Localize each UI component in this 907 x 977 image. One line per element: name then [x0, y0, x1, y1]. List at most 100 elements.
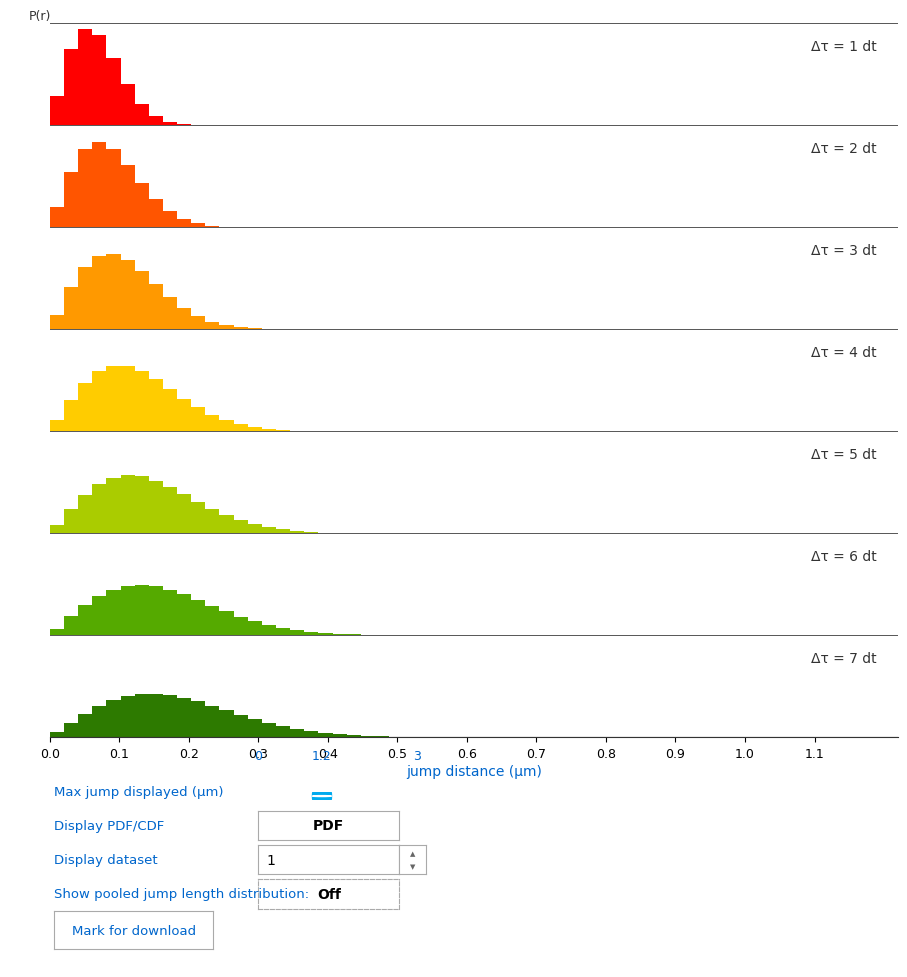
Bar: [106, 701, 121, 738]
Bar: [64, 288, 78, 330]
Bar: [219, 612, 234, 636]
Bar: [64, 401, 78, 432]
Text: Display dataset: Display dataset: [54, 853, 158, 867]
Bar: [149, 199, 163, 229]
Bar: [163, 696, 177, 738]
Bar: [50, 208, 64, 229]
Text: Δτ = 4 dt: Δτ = 4 dt: [812, 346, 877, 360]
Bar: [135, 105, 149, 126]
Bar: [262, 430, 276, 432]
Bar: [106, 590, 121, 636]
Bar: [149, 380, 163, 432]
Bar: [234, 715, 248, 738]
Text: Δτ = 7 dt: Δτ = 7 dt: [812, 651, 877, 665]
Text: Δτ = 1 dt: Δτ = 1 dt: [812, 40, 877, 54]
Bar: [219, 421, 234, 432]
Bar: [149, 481, 163, 533]
Bar: [333, 634, 346, 636]
Bar: [50, 629, 64, 636]
Bar: [346, 736, 361, 738]
Text: Δτ = 2 dt: Δτ = 2 dt: [812, 142, 877, 155]
Bar: [149, 117, 163, 126]
Bar: [121, 165, 135, 229]
Text: Off: Off: [317, 887, 341, 901]
Bar: [191, 408, 205, 432]
Text: Show pooled jump length distribution:: Show pooled jump length distribution:: [54, 887, 309, 901]
Bar: [276, 431, 290, 432]
Bar: [234, 616, 248, 636]
Bar: [177, 309, 191, 330]
Bar: [50, 316, 64, 330]
Text: Δτ = 6 dt: Δτ = 6 dt: [812, 549, 877, 564]
Bar: [205, 706, 219, 738]
Bar: [262, 723, 276, 738]
Bar: [93, 371, 106, 432]
Bar: [177, 125, 191, 126]
Bar: [305, 532, 318, 533]
Bar: [290, 531, 305, 533]
Text: Max jump displayed (µm): Max jump displayed (µm): [54, 785, 224, 798]
Bar: [276, 530, 290, 533]
Text: Mark for download: Mark for download: [72, 923, 196, 937]
Bar: [149, 285, 163, 330]
Bar: [248, 428, 262, 432]
Bar: [234, 328, 248, 330]
Bar: [106, 60, 121, 126]
Text: ▲: ▲: [410, 850, 415, 856]
Bar: [78, 606, 93, 636]
Bar: [205, 509, 219, 533]
Bar: [135, 371, 149, 432]
Bar: [276, 726, 290, 738]
Text: 1: 1: [267, 853, 276, 867]
Bar: [93, 485, 106, 533]
Bar: [135, 477, 149, 533]
Bar: [135, 585, 149, 636]
Bar: [318, 633, 333, 636]
Bar: [346, 635, 361, 636]
Bar: [106, 479, 121, 533]
Bar: [205, 415, 219, 432]
Bar: [93, 256, 106, 330]
Bar: [177, 400, 191, 432]
Bar: [305, 632, 318, 636]
Bar: [248, 719, 262, 738]
Bar: [177, 699, 191, 738]
Text: ▼: ▼: [410, 864, 415, 870]
Bar: [135, 184, 149, 229]
Bar: [78, 714, 93, 738]
Ellipse shape: [312, 783, 332, 810]
Bar: [163, 123, 177, 126]
Bar: [64, 173, 78, 229]
Bar: [50, 733, 64, 738]
Bar: [219, 325, 234, 330]
Bar: [205, 606, 219, 636]
Bar: [50, 97, 64, 126]
Bar: [163, 212, 177, 229]
Bar: [121, 366, 135, 432]
Bar: [64, 509, 78, 533]
Text: 1.2: 1.2: [312, 749, 332, 762]
Bar: [93, 597, 106, 636]
Bar: [234, 425, 248, 432]
Bar: [163, 390, 177, 432]
Bar: [149, 587, 163, 636]
Bar: [333, 735, 346, 738]
Bar: [78, 29, 93, 126]
Bar: [78, 383, 93, 432]
Bar: [78, 268, 93, 330]
Bar: [93, 36, 106, 126]
Bar: [121, 85, 135, 126]
Bar: [290, 729, 305, 738]
Text: 3: 3: [414, 749, 421, 762]
Bar: [149, 694, 163, 738]
Bar: [191, 502, 205, 533]
Bar: [64, 50, 78, 126]
X-axis label: jump distance (µm): jump distance (µm): [406, 764, 541, 779]
Text: P(r): P(r): [29, 10, 51, 23]
Bar: [205, 227, 219, 229]
Bar: [135, 695, 149, 738]
Bar: [262, 625, 276, 636]
Bar: [191, 701, 205, 738]
Text: Δτ = 5 dt: Δτ = 5 dt: [812, 447, 877, 461]
Bar: [219, 516, 234, 533]
